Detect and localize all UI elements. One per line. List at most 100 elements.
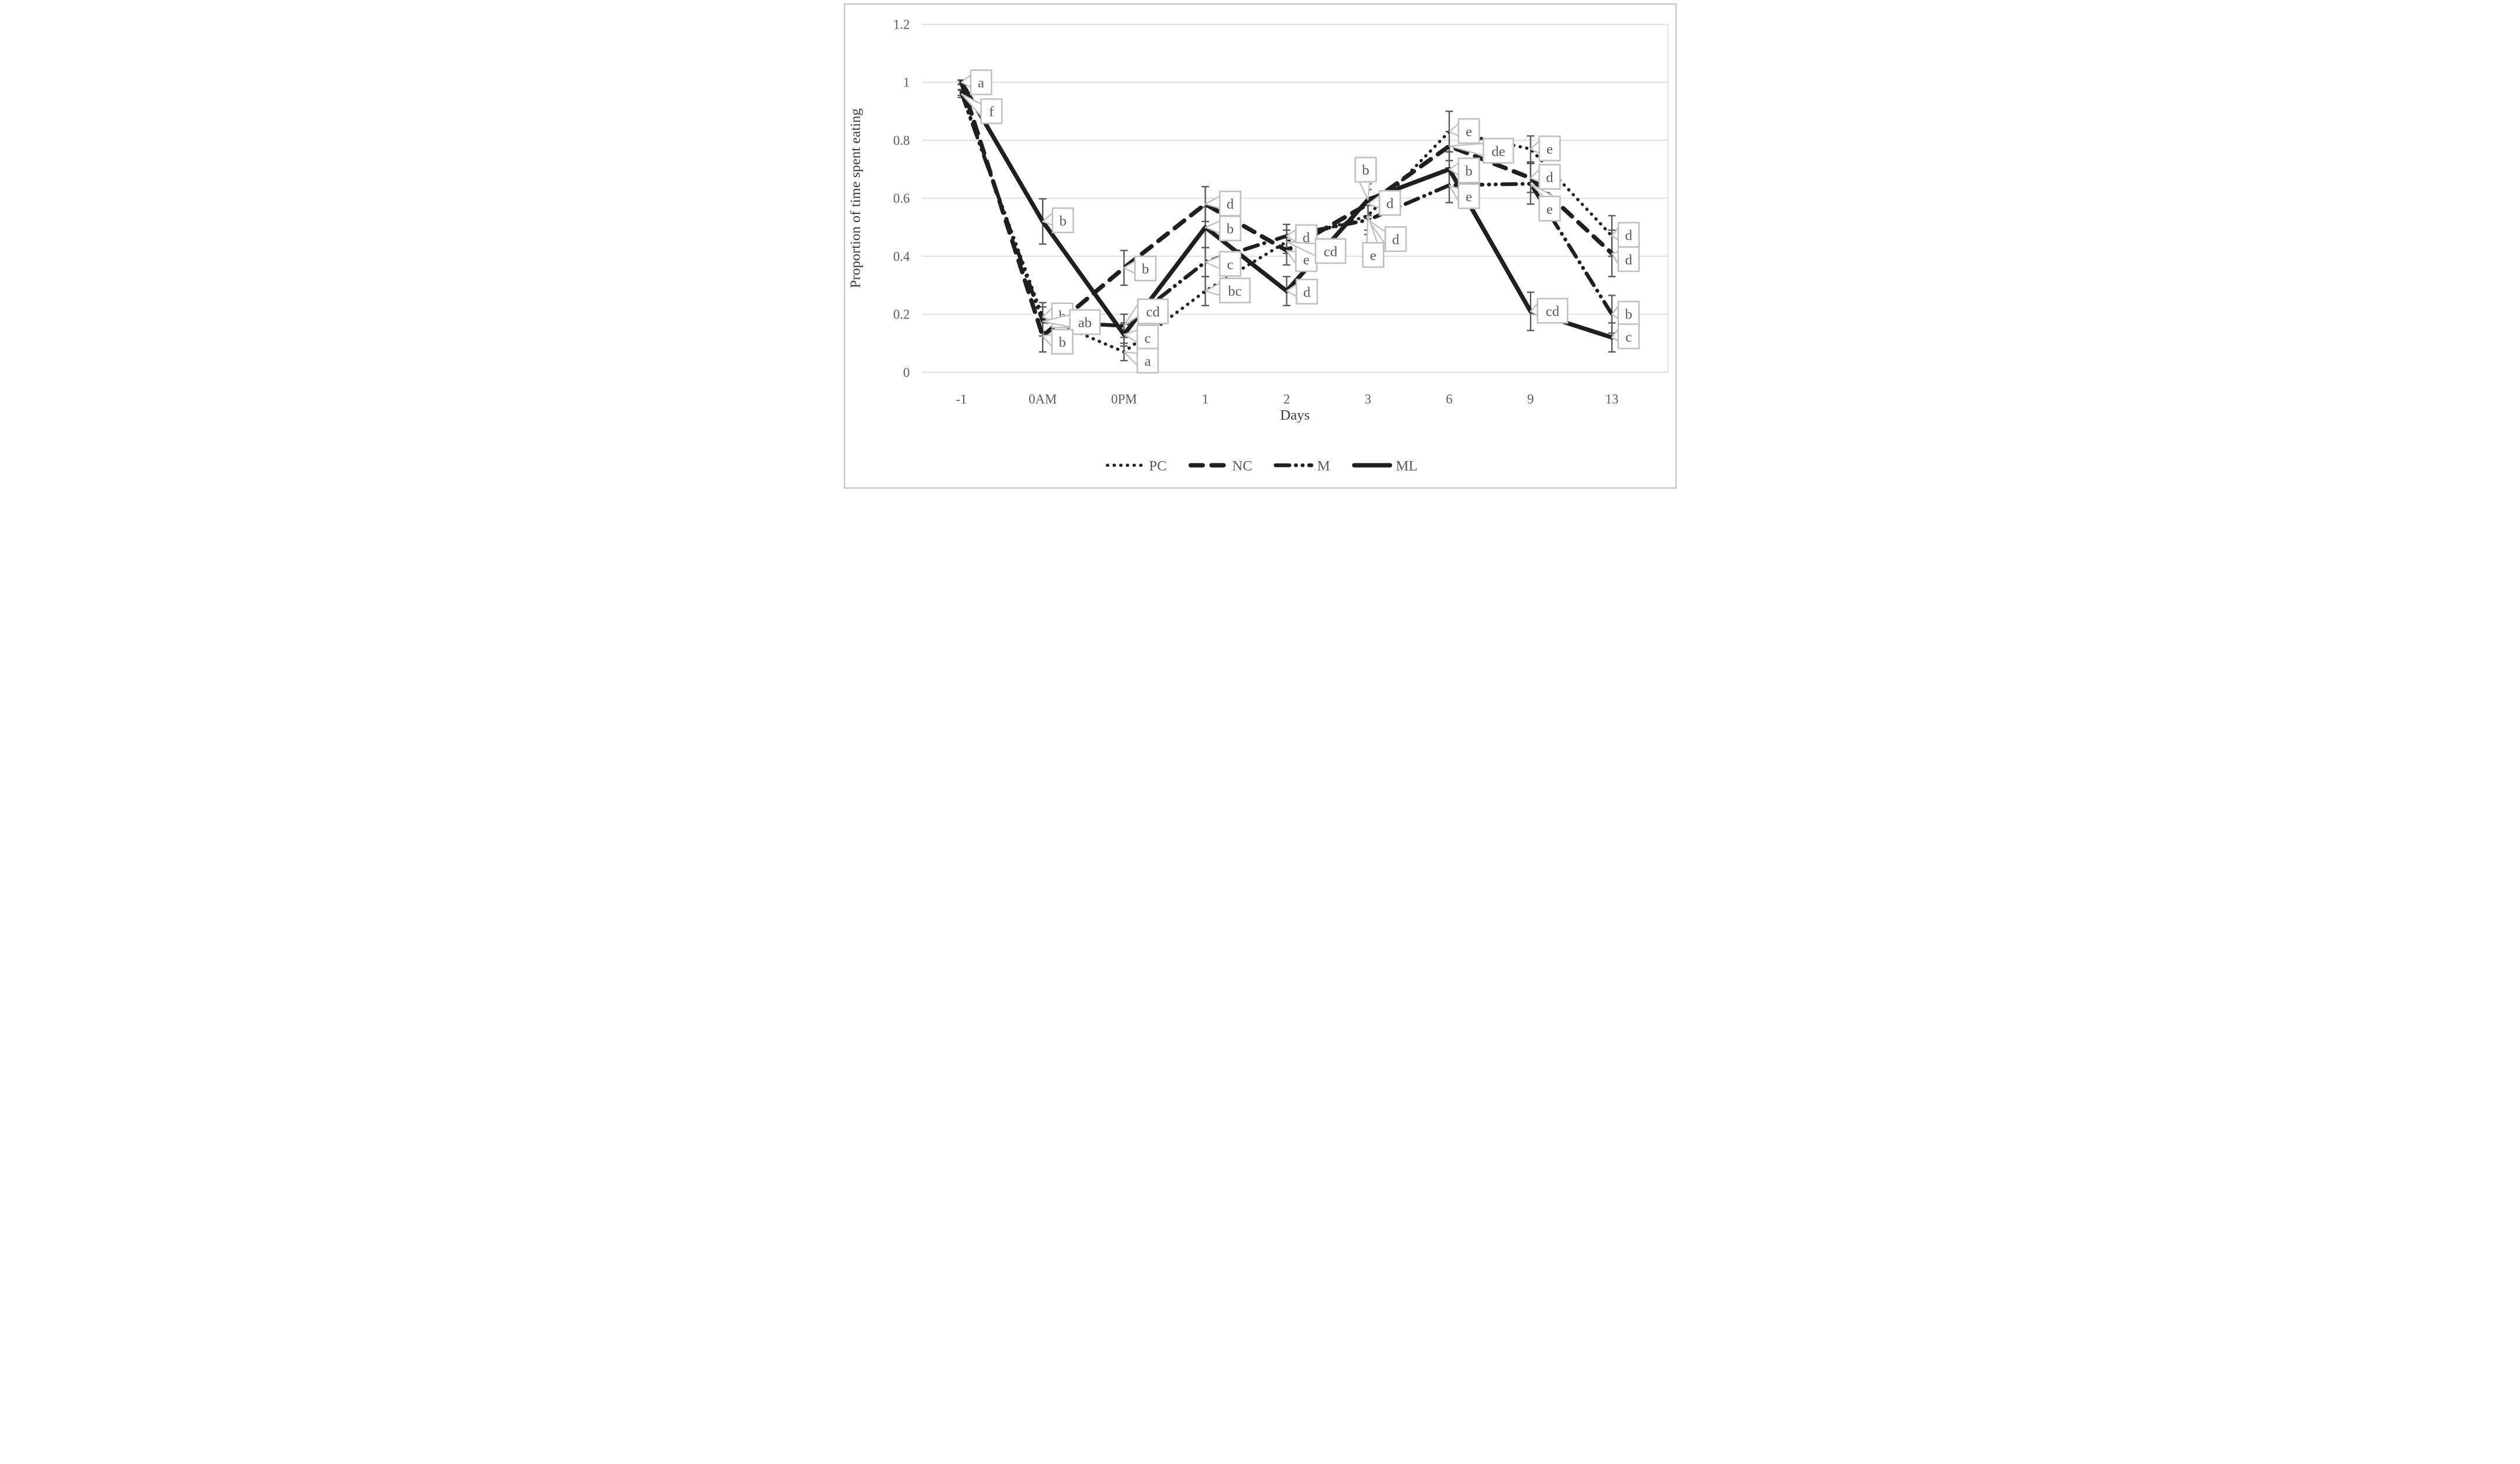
- callout-box: [1617, 323, 1640, 349]
- y-tick-label: 0.2: [893, 307, 909, 322]
- y-tick-label: 0: [903, 365, 909, 380]
- callout-pointer: [1204, 282, 1220, 296]
- annotation-de-NC: de: [1448, 137, 1514, 164]
- annotations: afbbabbbcdcadbcbcdecddbddeedebeedecdddbc: [960, 69, 1640, 374]
- x-tick-label: 0AM: [1029, 392, 1057, 406]
- legend-label-PC: PC: [1149, 458, 1166, 474]
- callout-label: bc: [1228, 283, 1241, 299]
- annotation-b-ML: b: [1204, 215, 1241, 241]
- annotation-b-M: b: [1611, 300, 1640, 327]
- annotation-d-PC: d: [1611, 221, 1640, 248]
- annotation-c-ML: c: [1123, 324, 1159, 351]
- callout-label: d: [1386, 196, 1394, 212]
- annotation-bc-PC: bc: [1204, 277, 1251, 304]
- y-tick-label: 1.2: [893, 18, 909, 32]
- callout-pointer: [1041, 334, 1053, 348]
- callout-label: c: [1144, 330, 1151, 346]
- callout-pointer: [1448, 123, 1459, 137]
- annotation-e-PC: e: [1448, 118, 1480, 144]
- x-axis-title: Days: [1280, 407, 1310, 423]
- callout-box: [1314, 238, 1346, 264]
- callout-box: [1384, 226, 1407, 252]
- callout-box: [1295, 278, 1318, 305]
- figure-border: 00.20.40.60.811.2-10AM0PM1236913afbbabbb…: [843, 4, 1677, 489]
- chart-svg: 00.20.40.60.811.2-10AM0PM1236913afbbabbb…: [847, 18, 1669, 474]
- callout-label: d: [1625, 252, 1632, 268]
- annotation-b-NC: b: [1123, 255, 1157, 282]
- x-tick-label: 2: [1283, 392, 1289, 406]
- callout-label: b: [1226, 221, 1233, 237]
- callout-label: e: [1303, 252, 1309, 268]
- callout-label: de: [1491, 144, 1505, 160]
- callout-label: d: [1625, 228, 1632, 244]
- callout-label: e: [1465, 189, 1472, 205]
- callout-label: a: [1144, 354, 1151, 369]
- annotation-cd-M: cd: [1123, 298, 1169, 327]
- annotation-b-NC: b: [1041, 328, 1074, 355]
- callout-box: [1051, 207, 1074, 234]
- callout-label: d: [1226, 196, 1234, 212]
- annotation-e-NC: e: [1285, 246, 1317, 272]
- x-tick-label: 3: [1365, 392, 1371, 406]
- callout-label: c: [1625, 329, 1632, 345]
- callout-label: e: [1465, 124, 1472, 140]
- callout-box: [1136, 347, 1159, 374]
- callout-label: b: [1058, 335, 1065, 351]
- annotation-d-M: d: [1367, 219, 1407, 252]
- y-axis-title: Proportion of time spent eating: [847, 108, 863, 288]
- callout-box: [1294, 246, 1317, 272]
- annotation-d-NC: d: [1611, 246, 1640, 272]
- callout-box: [1219, 215, 1241, 241]
- annotation-d-NC: d: [1367, 190, 1401, 216]
- annotation-cd-ML: cd: [1529, 297, 1569, 324]
- y-tick-label: 0.4: [893, 249, 910, 264]
- legend-label-NC: NC: [1232, 458, 1252, 474]
- callout-pointer: [1611, 306, 1619, 320]
- figure: 00.20.40.60.811.2-10AM0PM1236913afbbabbb…: [840, 0, 1680, 492]
- callout-box: [1617, 221, 1640, 248]
- line-chart: 00.20.40.60.811.2-10AM0PM1236913afbbabbb…: [845, 5, 1676, 487]
- callout-label: d: [1546, 169, 1553, 185]
- x-tick-label: 13: [1605, 392, 1618, 406]
- y-tick-label: 1: [903, 75, 909, 90]
- callout-label: f: [989, 104, 994, 120]
- callout-box: [1457, 118, 1480, 144]
- callout-label: d: [1303, 285, 1311, 300]
- callout-box: [1354, 157, 1377, 183]
- callout-box: [1457, 183, 1480, 209]
- callout-box: [1219, 191, 1241, 217]
- callout-box: [1617, 246, 1640, 272]
- callout-label: c: [1227, 257, 1233, 272]
- annotation-b-ML: b: [1354, 157, 1377, 200]
- callout-label: d: [1392, 232, 1400, 248]
- x-tick-label: 6: [1446, 392, 1452, 406]
- legend-label-ML: ML: [1396, 458, 1417, 474]
- annotation-e-M: e: [1448, 183, 1480, 209]
- callout-label: cd: [1146, 304, 1160, 320]
- annotation-a-PC: a: [1123, 347, 1159, 374]
- annotation-e-PC: e: [1362, 214, 1384, 268]
- callout-box: [1457, 157, 1480, 184]
- callout-box: [1538, 135, 1561, 161]
- y-tick-label: 0.6: [893, 191, 909, 206]
- callout-label: cd: [1545, 304, 1559, 320]
- callout-box: [1362, 242, 1384, 268]
- callout-box: [1538, 195, 1561, 222]
- callout-label: a: [978, 75, 984, 91]
- callout-box: [1536, 297, 1569, 324]
- legend-label-M: M: [1317, 458, 1330, 474]
- annotation-cd-PC: cd: [1285, 238, 1346, 264]
- callout-box: [1482, 137, 1514, 164]
- callout-box: [1051, 328, 1074, 355]
- x-tick-label: 9: [1527, 392, 1534, 406]
- annotation-b-ML: b: [1448, 157, 1480, 184]
- callout-pointer: [1123, 351, 1138, 366]
- callout-box: [1378, 190, 1401, 216]
- x-axis-labels: -1 0AM 0PM 1 2 3 6 9 13: [956, 392, 1618, 406]
- callout-box: [1219, 251, 1241, 277]
- annotation-b-ML: b: [1041, 207, 1074, 234]
- callout-label: e: [1546, 202, 1553, 217]
- annotation-d-NC: d: [1529, 164, 1561, 190]
- callout-label: e: [1546, 141, 1553, 157]
- annotation-e-PC: e: [1529, 135, 1561, 161]
